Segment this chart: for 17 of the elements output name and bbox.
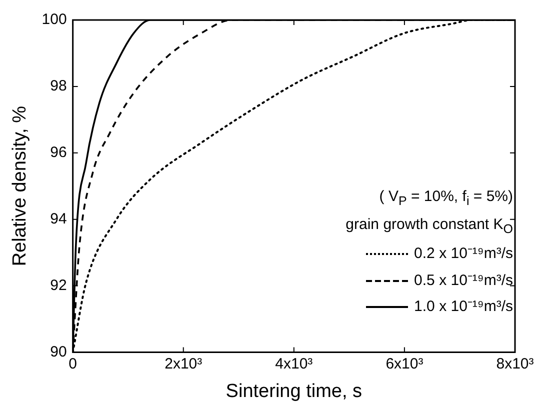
y-tick-label: 98 <box>50 78 67 95</box>
x-axis-title: Sintering time, s <box>226 380 362 402</box>
x-tick-label: 4x10³ <box>275 355 313 372</box>
y-axis-title: Relative density, % <box>10 106 31 266</box>
legend-title: ( V$_{P}$ = 10%, f$_{i}$ = 5%) grain growth constant K$_{O}$ <box>346 186 513 238</box>
y-tick-label: 90 <box>50 343 67 360</box>
y-tick-label: 100 <box>42 11 67 28</box>
y-tick-label: 96 <box>50 144 67 162</box>
legend-label: 1.0 x 10⁻¹⁹m³/s <box>414 296 513 317</box>
legend-label: 0.2 x 10⁻¹⁹m³/s <box>414 244 513 264</box>
x-tick-label: 2x10³ <box>164 355 202 372</box>
x-tick-label: 0 <box>68 355 77 372</box>
x-tick-label: 6x10³ <box>386 355 424 372</box>
y-tick-label: 92 <box>50 276 67 294</box>
legend-label: 0.5 x 10⁻¹⁹m³/s <box>414 270 513 290</box>
x-tick-label: 8x10³ <box>496 355 534 372</box>
y-tick-label: 94 <box>50 210 67 228</box>
